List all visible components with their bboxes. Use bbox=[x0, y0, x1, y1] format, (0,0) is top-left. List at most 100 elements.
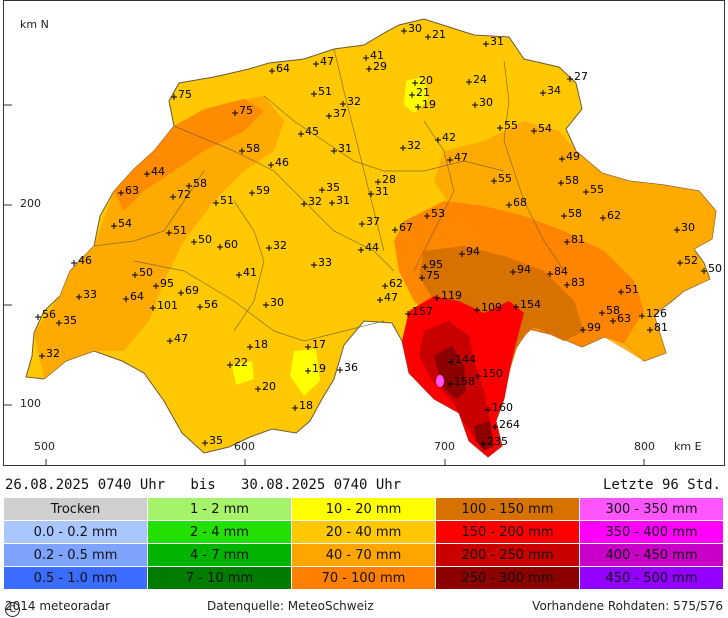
station-cross bbox=[401, 28, 407, 34]
station-value: 84 bbox=[554, 265, 568, 278]
station-marker: 58 bbox=[558, 174, 579, 187]
station-value: 58 bbox=[606, 304, 620, 317]
station-value: 81 bbox=[654, 321, 668, 334]
station-cross bbox=[419, 275, 425, 281]
station-cross bbox=[491, 178, 497, 184]
station-value: 75 bbox=[178, 88, 192, 101]
station-cross bbox=[118, 190, 124, 196]
station-value: 60 bbox=[224, 238, 238, 251]
zone-70-100-nw bbox=[114, 99, 264, 211]
station-marker: 37 bbox=[359, 215, 380, 228]
copyright: C 2014 meteoradar bbox=[5, 599, 110, 617]
station-marker: 60 bbox=[217, 238, 238, 251]
station-value: 35 bbox=[326, 181, 340, 194]
station-cross bbox=[305, 344, 311, 350]
station-cross bbox=[359, 221, 365, 227]
legend-item: 300 - 350 mm bbox=[580, 498, 724, 521]
station-marker: 62 bbox=[382, 277, 403, 290]
station-marker: 32 bbox=[400, 139, 421, 152]
station-marker: 56 bbox=[197, 298, 218, 311]
station-value: 51 bbox=[173, 224, 187, 237]
station-cross bbox=[329, 200, 335, 206]
station-marker: 19 bbox=[305, 362, 326, 375]
station-value: 44 bbox=[151, 165, 165, 178]
station-marker: 41 bbox=[236, 266, 257, 279]
station-cross bbox=[363, 55, 369, 61]
legend-item: 40 - 70 mm bbox=[292, 544, 436, 567]
station-marker: 47 bbox=[167, 332, 188, 345]
zone-10-20-north bbox=[404, 77, 428, 113]
station-value: 264 bbox=[499, 418, 520, 431]
precipitation-map: 30 21 31 41 47 64 29 27 24 20 34 75 51 21 32 30 19 75 37 55… bbox=[3, 0, 725, 466]
station-cross bbox=[497, 125, 503, 131]
station-value: 44 bbox=[365, 241, 379, 254]
station-value: 17 bbox=[312, 338, 326, 351]
station-cross bbox=[492, 424, 498, 430]
station-marker: 59 bbox=[249, 184, 270, 197]
station-value: 46 bbox=[275, 156, 289, 169]
station-value: 18 bbox=[254, 338, 268, 351]
station-cross bbox=[366, 66, 372, 72]
station-cross bbox=[247, 344, 253, 350]
station-marker: 72 bbox=[170, 188, 191, 201]
station-cross bbox=[425, 34, 431, 40]
x-tick-label: 800 bbox=[634, 440, 655, 453]
station-cross bbox=[405, 311, 411, 317]
station-cross bbox=[301, 201, 307, 207]
station-value: 51 bbox=[318, 85, 332, 98]
station-value: 72 bbox=[177, 188, 191, 201]
station-marker: 35 bbox=[56, 314, 77, 327]
station-value: 95 bbox=[429, 258, 443, 271]
station-value: 154 bbox=[520, 298, 541, 311]
station-cross bbox=[191, 239, 197, 245]
station-cross bbox=[123, 296, 129, 302]
station-value: 101 bbox=[157, 299, 178, 312]
station-marker: 44 bbox=[144, 165, 165, 178]
station-marker: 51 bbox=[166, 224, 187, 237]
station-marker: 18 bbox=[292, 399, 313, 412]
station-cross bbox=[263, 302, 269, 308]
station-cross bbox=[435, 137, 441, 143]
station-cross bbox=[459, 251, 465, 257]
station-cross bbox=[166, 230, 172, 236]
station-cross bbox=[292, 405, 298, 411]
station-cross bbox=[677, 260, 683, 266]
station-cross bbox=[564, 282, 570, 288]
legend-item: 4 - 7 mm bbox=[148, 544, 292, 567]
station-value: 19 bbox=[312, 362, 326, 375]
station-value: 58 bbox=[246, 142, 260, 155]
legend-item: 150 - 200 mm bbox=[436, 521, 580, 544]
station-value: 31 bbox=[336, 194, 350, 207]
legend-item: 0.5 - 1.0 mm bbox=[4, 567, 148, 590]
station-marker: 55 bbox=[491, 172, 512, 185]
legend-item: 200 - 250 mm bbox=[436, 544, 580, 567]
legend-item: 350 - 400 mm bbox=[580, 521, 724, 544]
station-marker: 264 bbox=[492, 418, 520, 431]
station-value: 22 bbox=[234, 356, 248, 369]
station-cross bbox=[111, 223, 117, 229]
station-cross bbox=[567, 76, 573, 82]
station-marker: 30 bbox=[401, 22, 422, 35]
legend-item: Trocken bbox=[4, 498, 148, 521]
station-cross bbox=[472, 102, 478, 108]
station-value: 144 bbox=[455, 353, 476, 366]
station-value: 49 bbox=[566, 150, 580, 163]
station-markers: 30 21 31 41 47 64 29 27 24 20 34 75 51 21 32 30 19 75 37 55… bbox=[35, 22, 722, 448]
station-cross bbox=[375, 179, 381, 185]
station-marker: 30 bbox=[263, 296, 284, 309]
legend-item: 0.0 - 0.2 mm bbox=[4, 521, 148, 544]
station-value: 32 bbox=[347, 95, 361, 108]
station-value: 42 bbox=[442, 131, 456, 144]
legend-item: 20 - 40 mm bbox=[292, 521, 436, 544]
station-value: 32 bbox=[407, 139, 421, 152]
station-value: 56 bbox=[204, 298, 218, 311]
station-cross bbox=[400, 145, 406, 151]
station-marker: 50 bbox=[132, 266, 153, 279]
station-marker: 32 bbox=[340, 95, 361, 108]
station-marker: 51 bbox=[311, 85, 332, 98]
station-marker: 62 bbox=[600, 209, 621, 222]
station-value: 55 bbox=[590, 183, 604, 196]
station-marker: 35 bbox=[319, 181, 340, 194]
station-cross bbox=[600, 215, 606, 221]
station-value: 94 bbox=[517, 263, 531, 276]
